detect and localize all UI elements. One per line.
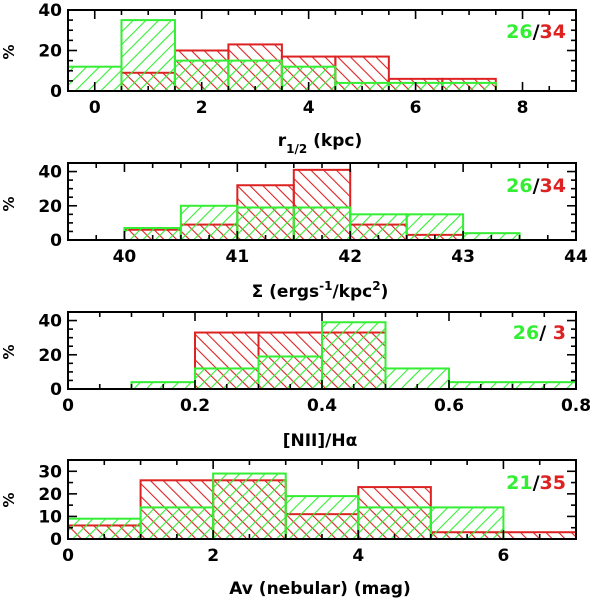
panel-3-tick-labels: 0 0.2 0.4 0.6 0.8 0 20 40: [38, 312, 591, 416]
panel-4-xtick-label: 2: [207, 546, 219, 566]
panel-3-xtick-label: 0.2: [180, 396, 210, 416]
panel-1-ytick-label: 0: [50, 82, 62, 102]
panel-2-tick-labels: 40 41 42 43 44 0 20 40: [38, 163, 588, 267]
panel-4-count-green: 21: [506, 472, 532, 494]
panel-3-count-green: 26: [513, 322, 539, 344]
panel-4-green-bar-5: [429, 506, 505, 540]
panel-2-green-bars: [123, 204, 521, 242]
panel-2-green-bar-2: [236, 206, 295, 242]
panel-1-frame: [67, 9, 577, 92]
panel-3-counts: 26/ 3: [513, 322, 566, 344]
panel-2-xtick-label: 42: [338, 247, 362, 267]
panel-2-counts: 26/34: [506, 175, 566, 197]
panel-4-green-bars: [67, 472, 505, 541]
panel-3-ytick-label: 20: [38, 346, 62, 366]
panel-4-ylabel: %: [0, 492, 18, 507]
panel-4-counts: 21/35: [506, 472, 566, 494]
panel-3: 0 0.2 0.4 0.6 0.8 0 20 40 % [NII]/Hα 26/ 3: [0, 311, 591, 451]
panel-2-xlabel: Σ (ergs-1/kpc2): [252, 279, 389, 302]
panel-2-count-red: 34: [540, 175, 566, 197]
panel-4-xtick-label: 6: [498, 546, 510, 566]
panel-1-ylabel: %: [0, 44, 18, 59]
panel-2-ytick-label: 0: [50, 231, 62, 251]
panel-2-ylabel: %: [0, 196, 18, 211]
panel-1-xtick-label: 6: [410, 98, 422, 118]
panel-2-xtick-label: 44: [564, 247, 588, 267]
panel-2-count-green: 26: [506, 175, 532, 197]
panel-1: 0 2 4 6 8 0 20 40 % r1/2 (kpc) 26/34: [0, 1, 577, 156]
panel-1-xtick-label: 2: [196, 98, 208, 118]
panel-3-count-red: 3: [553, 322, 566, 344]
panel-4-frame: [67, 459, 577, 540]
panel-2: 40 41 42 43 44 0 20 40 % Σ (ergs-1/kpc2) 26/34: [0, 162, 588, 302]
panel-3-ylabel: %: [0, 344, 18, 359]
panel-2-frame: [67, 162, 577, 241]
panel-4-ytick-label: 0: [50, 530, 62, 550]
panel-2-xtick-label: 43: [451, 247, 475, 267]
panel-2-ytick-label: 40: [38, 163, 62, 183]
panel-1-tick-labels: 0 2 4 6 8 0 20 40: [38, 1, 528, 118]
panel-2-xtick-label: 40: [113, 247, 137, 267]
panel-3-xtick-label: 0: [62, 396, 74, 416]
panel-4-xtick-label: 0: [62, 546, 74, 566]
panel-4-ytick-label: 30: [38, 462, 62, 482]
panel-1-green-bar-1: [120, 19, 176, 92]
panel-4-xtick-label: 4: [352, 546, 364, 566]
panel-1-xtick-label: 0: [89, 98, 101, 118]
panel-4-green-bar-3: [284, 495, 360, 541]
panel-1-green-bars: [67, 19, 497, 93]
panel-3-green-bar-3: [321, 321, 387, 390]
panel-3-xlabel: [NII]/Hα: [283, 431, 358, 451]
panel-3-green-bar-2: [257, 355, 323, 391]
panel-4-ytick-label: 10: [38, 507, 62, 527]
panel-3-frame: [67, 311, 577, 390]
panel-3-ytick-label: 40: [38, 312, 62, 332]
panel-1-ytick-label: 20: [38, 42, 62, 62]
panel-2-green-bar-3: [292, 206, 352, 242]
panel-1-xlabel: r1/2 (kpc): [278, 131, 363, 156]
panel-2-xtick-label: 41: [225, 247, 249, 267]
panel-2-green-bar-4: [349, 213, 408, 241]
panel-1-xtick-label: 8: [517, 98, 529, 118]
panel-3-ytick-label: 0: [50, 380, 62, 400]
panel-2-ytick-label: 20: [38, 197, 62, 217]
panel-1-counts: 26/34: [506, 21, 566, 43]
panel-1-count-red: 34: [540, 21, 566, 43]
panel-1-ytick-label: 40: [38, 1, 62, 21]
panel-4-ytick-label: 20: [38, 485, 62, 505]
panel-3-xtick-label: 0.6: [434, 396, 464, 416]
panel-2-green-bar-1: [179, 204, 239, 241]
panel-1-count-green: 26: [506, 21, 532, 43]
panel-4-count-red: 35: [540, 472, 566, 494]
panel-3-xtick-label: 0.4: [307, 396, 337, 416]
panel-4-green-bar-2: [212, 472, 287, 540]
panel-1-xtick-label: 4: [303, 98, 315, 118]
panel-4-xlabel: Av (nebular) (mag): [229, 579, 411, 599]
panel-3-xtick-label: 0.8: [561, 396, 591, 416]
